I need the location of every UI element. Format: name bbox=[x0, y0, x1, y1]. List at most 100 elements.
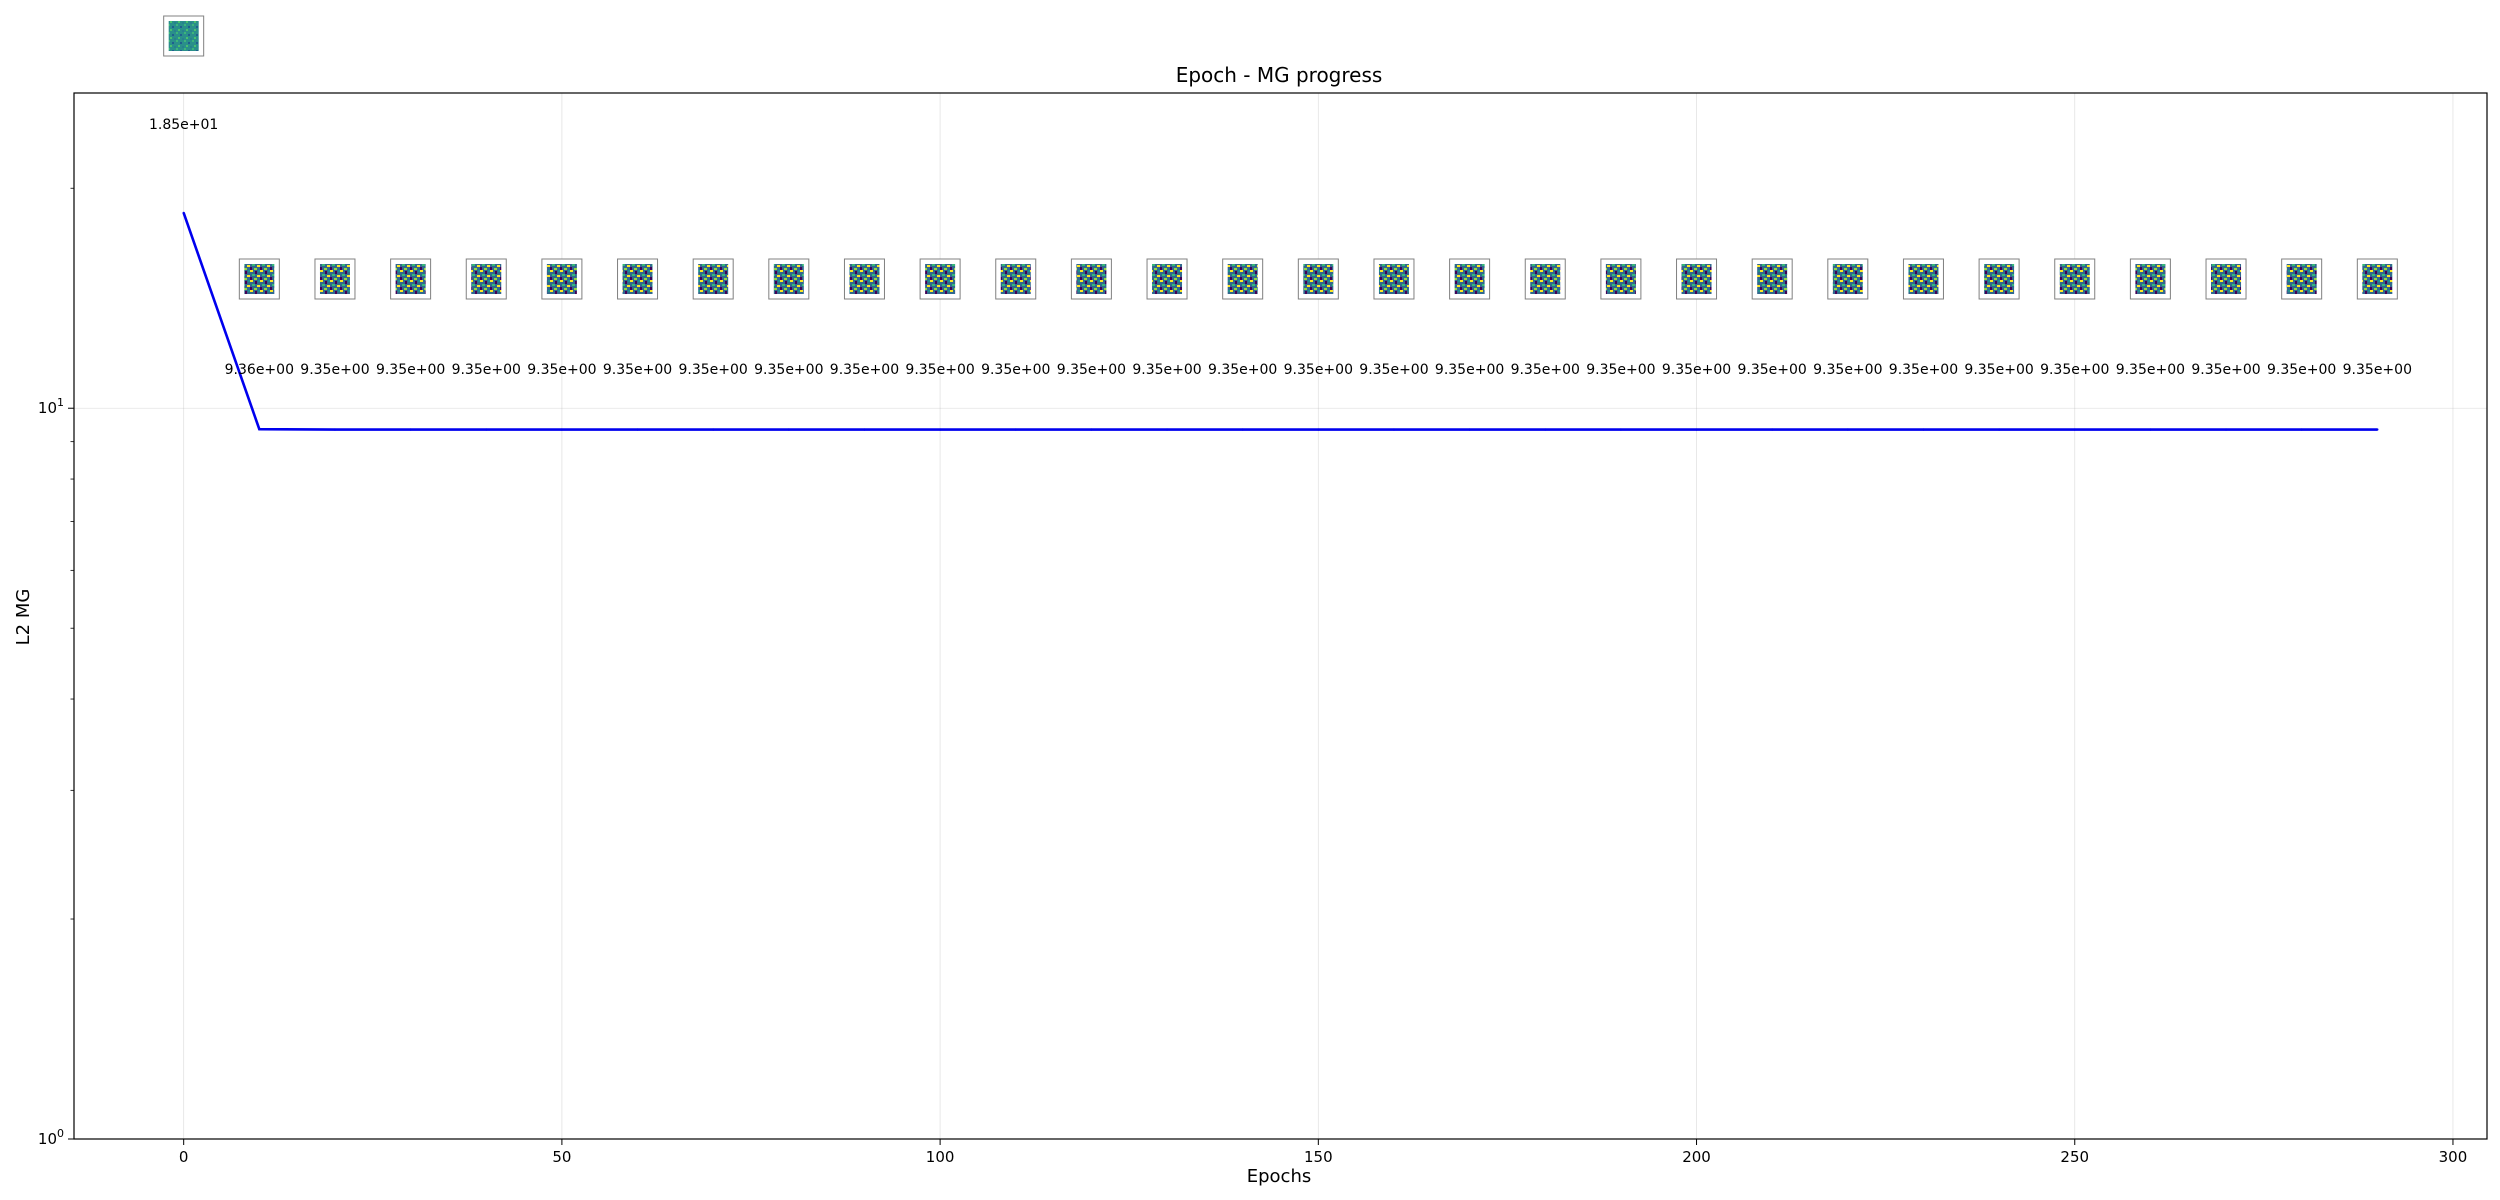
data-value-label: 9.35e+00 bbox=[1586, 362, 1655, 378]
data-point bbox=[1468, 428, 1471, 431]
thumbnail-image bbox=[390, 258, 432, 300]
thumbnail-pixels bbox=[925, 264, 956, 294]
data-value-label: 9.35e+00 bbox=[527, 362, 596, 378]
thumbnail-image bbox=[1146, 258, 1188, 300]
thumbnail-pixels bbox=[471, 264, 502, 294]
thumbnail-pixels bbox=[1605, 264, 1636, 294]
thumbnail-image bbox=[314, 258, 356, 300]
data-value-label: 9.35e+00 bbox=[1284, 362, 1353, 378]
thumbnail-pixels bbox=[1303, 264, 1334, 294]
thumbnail-pixels bbox=[2135, 264, 2166, 294]
thumbnail-image bbox=[2356, 258, 2398, 300]
data-point bbox=[1317, 428, 1320, 431]
data-point bbox=[711, 428, 715, 431]
thumbnail-pixels bbox=[2059, 264, 2090, 294]
thumbnail-image bbox=[2054, 258, 2096, 300]
data-point bbox=[1846, 428, 1850, 431]
data-value-label: 9.35e+00 bbox=[2040, 362, 2109, 378]
data-point bbox=[1770, 428, 1774, 431]
y-tick-label: 100 bbox=[38, 1127, 64, 1148]
data-point bbox=[560, 428, 564, 431]
thumbnail-pixels bbox=[1454, 264, 1485, 294]
data-value-label: 9.35e+00 bbox=[1813, 362, 1882, 378]
data-value-label: 9.35e+00 bbox=[300, 362, 369, 378]
thumbnail-pixels bbox=[849, 264, 880, 294]
thumbnail-image bbox=[1449, 258, 1491, 300]
thumbnail-pixels bbox=[1984, 264, 2015, 294]
thumbnail-image bbox=[617, 258, 659, 300]
thumbnail-image bbox=[1373, 258, 1415, 300]
thumbnail-image bbox=[995, 258, 1037, 300]
thumbnail-image bbox=[1827, 258, 1869, 300]
y-axis-title: L2 MG bbox=[13, 589, 34, 646]
y-tick-label: 101 bbox=[38, 396, 64, 417]
data-point bbox=[1695, 428, 1698, 431]
thumbnail-pixels bbox=[1757, 264, 1788, 294]
x-tick-label: 100 bbox=[926, 1148, 955, 1166]
thumbnail-pixels bbox=[2211, 264, 2242, 294]
thumbnail-image bbox=[1676, 258, 1718, 300]
x-tick-label: 300 bbox=[2439, 1148, 2468, 1166]
thumbnail-pixels bbox=[168, 21, 199, 51]
data-point bbox=[333, 428, 337, 431]
data-point bbox=[2149, 428, 2152, 431]
data-value-label: 9.35e+00 bbox=[679, 362, 748, 378]
thumbnail-pixels bbox=[1152, 264, 1183, 294]
thumbnail-pixels bbox=[244, 264, 275, 294]
thumbnail-pixels bbox=[698, 264, 729, 294]
data-point bbox=[2300, 428, 2303, 431]
data-point bbox=[787, 428, 791, 431]
data-point bbox=[1619, 428, 1623, 431]
thumbnail-image bbox=[163, 15, 205, 57]
thumbnail-image bbox=[238, 258, 280, 300]
data-value-label: 9.35e+00 bbox=[2191, 362, 2260, 378]
thumbnail-image bbox=[919, 258, 961, 300]
x-tick-label: 150 bbox=[1304, 1148, 1333, 1166]
thumbnail-image bbox=[1902, 258, 1944, 300]
data-value-label: 9.35e+00 bbox=[1662, 362, 1731, 378]
thumbnail-image bbox=[692, 258, 734, 300]
data-point bbox=[863, 428, 866, 431]
thumbnail-pixels bbox=[395, 264, 426, 294]
data-point bbox=[1090, 428, 1093, 431]
thumbnail-image bbox=[1751, 258, 1793, 300]
x-tick-label: 200 bbox=[1682, 1148, 1711, 1166]
data-point bbox=[1544, 428, 1547, 431]
data-point bbox=[409, 428, 412, 431]
data-value-label: 9.35e+00 bbox=[603, 362, 672, 378]
data-label-layer: 1.85e+01 9.36e+00 9.35e+00 9.35e+00 9.35e+00… bbox=[149, 117, 2412, 378]
data-value-label: 9.35e+00 bbox=[1359, 362, 1428, 378]
thumbnail-layer bbox=[163, 15, 2398, 300]
data-point bbox=[1165, 428, 1169, 431]
thumbnail-pixels bbox=[1378, 264, 1409, 294]
thumbnail-pixels bbox=[2286, 264, 2317, 294]
data-value-label: 9.35e+00 bbox=[981, 362, 1050, 378]
y-tick-base: 10 bbox=[38, 399, 57, 417]
data-point bbox=[2073, 428, 2076, 431]
thumbnail-pixels bbox=[1681, 264, 1712, 294]
thumbnail-image bbox=[541, 258, 583, 300]
data-value-label: 9.35e+00 bbox=[754, 362, 823, 378]
data-point bbox=[1241, 428, 1244, 431]
data-value-label: 9.35e+00 bbox=[1511, 362, 1580, 378]
chart-title: Epoch - MG progress bbox=[1176, 63, 1383, 87]
data-point bbox=[1997, 428, 2001, 431]
data-value-label: 9.35e+00 bbox=[1208, 362, 1277, 378]
thumbnail-image bbox=[768, 258, 810, 300]
thumbnail-image bbox=[1297, 258, 1339, 300]
data-value-label: 9.35e+00 bbox=[2343, 362, 2412, 378]
thumbnail-pixels bbox=[622, 264, 653, 294]
data-point bbox=[636, 428, 639, 431]
data-value-label: 9.35e+00 bbox=[905, 362, 974, 378]
thumbnail-pixels bbox=[546, 264, 577, 294]
thumbnail-pixels bbox=[773, 264, 804, 294]
thumbnail-pixels bbox=[2362, 264, 2393, 294]
thumbnail-image bbox=[1524, 258, 1566, 300]
thumbnail-image bbox=[1222, 258, 1264, 300]
x-axis-title: Epochs bbox=[1247, 1166, 1312, 1187]
thumbnail-pixels bbox=[1908, 264, 1939, 294]
y-tick-base: 10 bbox=[38, 1130, 57, 1148]
y-tick-exponent: 1 bbox=[57, 396, 64, 409]
